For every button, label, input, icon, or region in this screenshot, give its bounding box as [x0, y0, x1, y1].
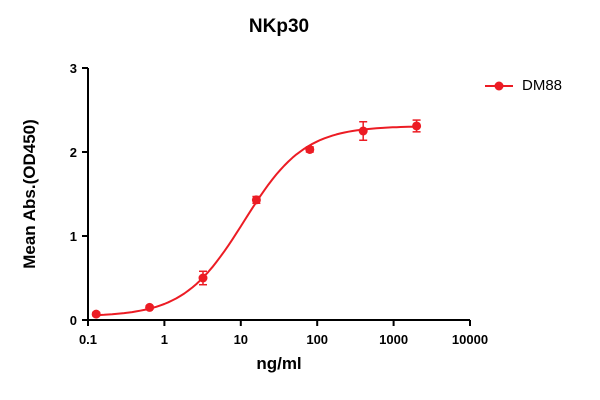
legend-marker-icon: [485, 81, 513, 90]
y-tick-label: 0: [70, 313, 77, 328]
data-point: [198, 273, 208, 283]
x-tick-label: 1000: [379, 332, 408, 347]
data-point: [91, 309, 101, 319]
data-point: [251, 195, 261, 205]
x-axis-label: ng/ml: [256, 354, 302, 373]
x-tick-label: 0.1: [79, 332, 97, 347]
legend-dot: [494, 81, 504, 90]
x-tick-label: 1: [161, 332, 168, 347]
data-point: [412, 121, 422, 131]
fit-curve: [96, 125, 417, 317]
chart-title: NKp30: [248, 16, 310, 37]
data-point: [145, 302, 155, 312]
data-point: [305, 144, 315, 154]
series-DM88: [91, 119, 422, 319]
x-tick-label: 100: [306, 332, 328, 347]
data-point: [358, 126, 368, 136]
x-tick-label: 10: [234, 332, 248, 347]
legend: DM88: [484, 77, 562, 94]
y-tick-label: 2: [70, 145, 77, 160]
x-tick-label: 10000: [452, 332, 488, 347]
y-tick-label: 3: [70, 61, 77, 76]
y-tick-label: 1: [70, 229, 77, 244]
legend-series-label: DM88: [522, 77, 563, 94]
